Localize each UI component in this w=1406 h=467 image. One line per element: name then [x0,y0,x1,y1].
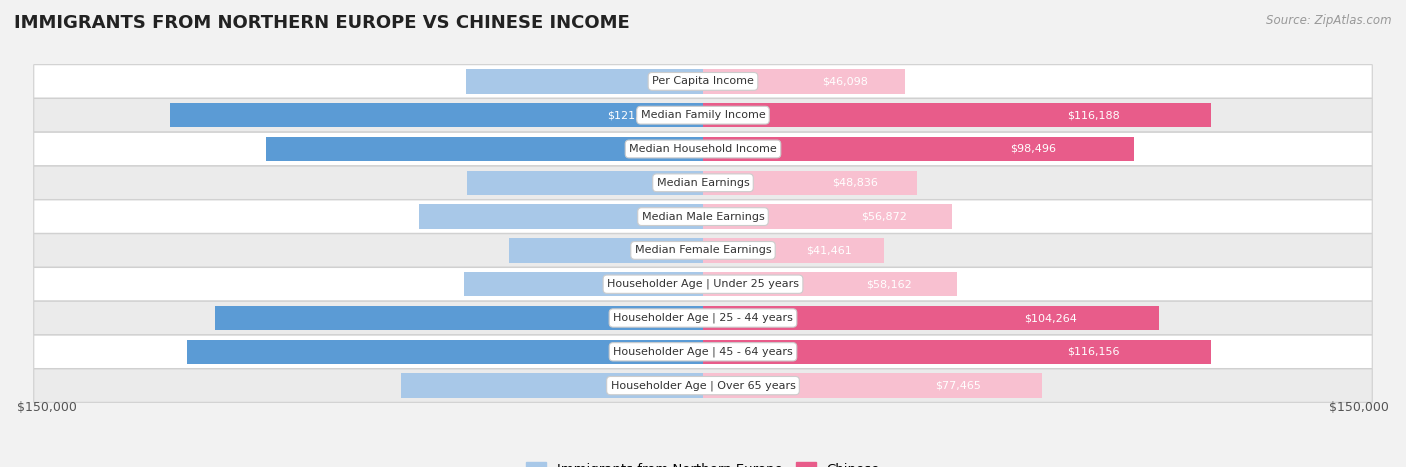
FancyBboxPatch shape [34,301,1372,335]
Text: $54,571: $54,571 [659,279,706,289]
Text: Median Family Income: Median Family Income [641,110,765,120]
FancyBboxPatch shape [34,99,1372,132]
Bar [509,238,703,262]
Text: $58,162: $58,162 [866,279,911,289]
Legend: Immigrants from Northern Europe, Chinese: Immigrants from Northern Europe, Chinese [520,456,886,467]
Text: Median Female Earnings: Median Female Earnings [634,245,772,255]
Text: $116,188: $116,188 [1067,110,1119,120]
Bar [703,374,1042,398]
Bar [401,374,703,398]
Text: $48,836: $48,836 [832,178,879,188]
Bar [464,272,703,297]
Bar [170,103,703,127]
Text: IMMIGRANTS FROM NORTHERN EUROPE VS CHINESE INCOME: IMMIGRANTS FROM NORTHERN EUROPE VS CHINE… [14,14,630,32]
Text: $56,872: $56,872 [860,212,907,222]
FancyBboxPatch shape [34,132,1372,166]
Text: Median Earnings: Median Earnings [657,178,749,188]
Text: $54,159: $54,159 [661,77,706,86]
Text: $111,676: $111,676 [614,313,668,323]
Bar [467,69,703,93]
Text: $150,000: $150,000 [17,401,77,414]
FancyBboxPatch shape [34,369,1372,403]
Text: $69,003: $69,003 [648,381,695,390]
Text: $104,264: $104,264 [1024,313,1077,323]
Bar [215,306,703,330]
Bar [703,103,1211,127]
Bar [419,205,703,229]
FancyBboxPatch shape [34,268,1372,301]
Text: Householder Age | Under 25 years: Householder Age | Under 25 years [607,279,799,290]
FancyBboxPatch shape [34,166,1372,199]
Text: $77,465: $77,465 [935,381,981,390]
Text: $53,872: $53,872 [661,178,706,188]
Text: $64,987: $64,987 [652,212,697,222]
Text: Householder Age | 25 - 44 years: Householder Age | 25 - 44 years [613,313,793,323]
Bar [703,340,1211,364]
Text: $117,930: $117,930 [610,347,662,357]
Text: $150,000: $150,000 [1329,401,1389,414]
Text: $99,813: $99,813 [624,144,671,154]
Bar [703,170,917,195]
FancyBboxPatch shape [34,200,1372,234]
Text: $46,098: $46,098 [823,77,869,86]
FancyBboxPatch shape [34,234,1372,267]
Text: $44,366: $44,366 [668,245,714,255]
Bar [703,205,952,229]
FancyBboxPatch shape [34,335,1372,368]
Text: Householder Age | 45 - 64 years: Householder Age | 45 - 64 years [613,347,793,357]
Bar [703,137,1133,161]
Text: Source: ZipAtlas.com: Source: ZipAtlas.com [1267,14,1392,27]
Bar [703,306,1159,330]
Bar [703,238,884,262]
Bar [703,69,904,93]
Text: Per Capita Income: Per Capita Income [652,77,754,86]
Text: Median Male Earnings: Median Male Earnings [641,212,765,222]
FancyBboxPatch shape [34,64,1372,98]
Text: Median Household Income: Median Household Income [628,144,778,154]
Bar [266,137,703,161]
Bar [467,170,703,195]
Text: $121,840: $121,840 [607,110,659,120]
Text: Householder Age | Over 65 years: Householder Age | Over 65 years [610,380,796,391]
Text: $116,156: $116,156 [1067,347,1119,357]
Bar [187,340,703,364]
Text: $98,496: $98,496 [1011,144,1056,154]
Text: $41,461: $41,461 [806,245,852,255]
Bar [703,272,957,297]
